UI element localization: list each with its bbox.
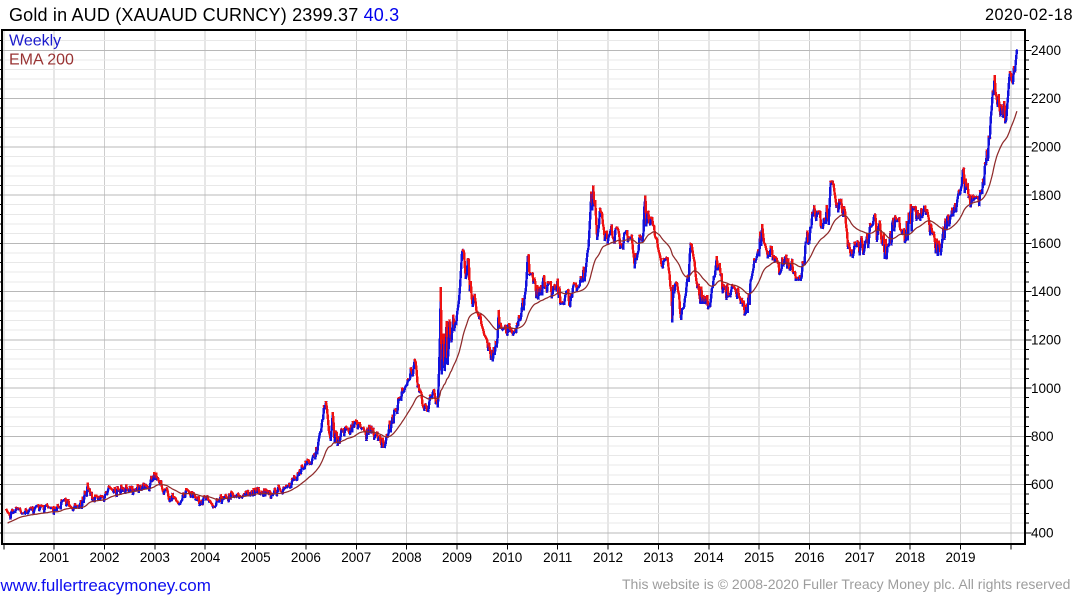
svg-text:2010: 2010 [492,550,522,565]
svg-text:Weekly: Weekly [9,33,61,50]
svg-text:2008: 2008 [392,550,422,565]
svg-text:2007: 2007 [341,550,371,565]
svg-text:1200: 1200 [1031,333,1061,348]
svg-text:Gold in AUD (XAUAUD CURNCY) 23: Gold in AUD (XAUAUD CURNCY) 2399.37 40.3 [9,5,399,25]
svg-text:2004: 2004 [190,550,221,565]
svg-text:2001: 2001 [39,550,69,565]
svg-text:2019: 2019 [945,550,975,565]
svg-text:EMA 200: EMA 200 [9,52,74,69]
svg-text:2006: 2006 [291,550,321,565]
svg-text:2003: 2003 [140,550,170,565]
svg-text:2009: 2009 [442,550,472,565]
svg-text:1000: 1000 [1031,381,1061,396]
svg-text:2016: 2016 [794,550,824,565]
svg-text:2014: 2014 [694,550,725,565]
svg-text:2000: 2000 [1031,140,1061,155]
svg-text:1800: 1800 [1031,188,1061,203]
svg-text:2200: 2200 [1031,91,1061,106]
svg-text:400: 400 [1031,526,1054,541]
svg-text:1600: 1600 [1031,236,1061,251]
svg-text:2012: 2012 [593,550,623,565]
svg-text:2020-02-18: 2020-02-18 [985,6,1073,24]
svg-text:600: 600 [1031,477,1054,492]
svg-text:1400: 1400 [1031,284,1061,299]
svg-text:This website is © 2008-2020 Fu: This website is © 2008-2020 Fuller Treac… [622,576,1070,592]
svg-text:2013: 2013 [643,550,673,565]
svg-text:2018: 2018 [895,550,925,565]
svg-text:2011: 2011 [543,550,572,565]
svg-text:www.fullertreacymoney.com: www.fullertreacymoney.com [0,576,211,595]
svg-text:2017: 2017 [845,550,875,565]
svg-text:2400: 2400 [1031,43,1061,58]
svg-text:2015: 2015 [744,550,774,565]
svg-text:2005: 2005 [241,550,271,565]
svg-text:800: 800 [1031,429,1054,444]
svg-text:2002: 2002 [89,550,119,565]
